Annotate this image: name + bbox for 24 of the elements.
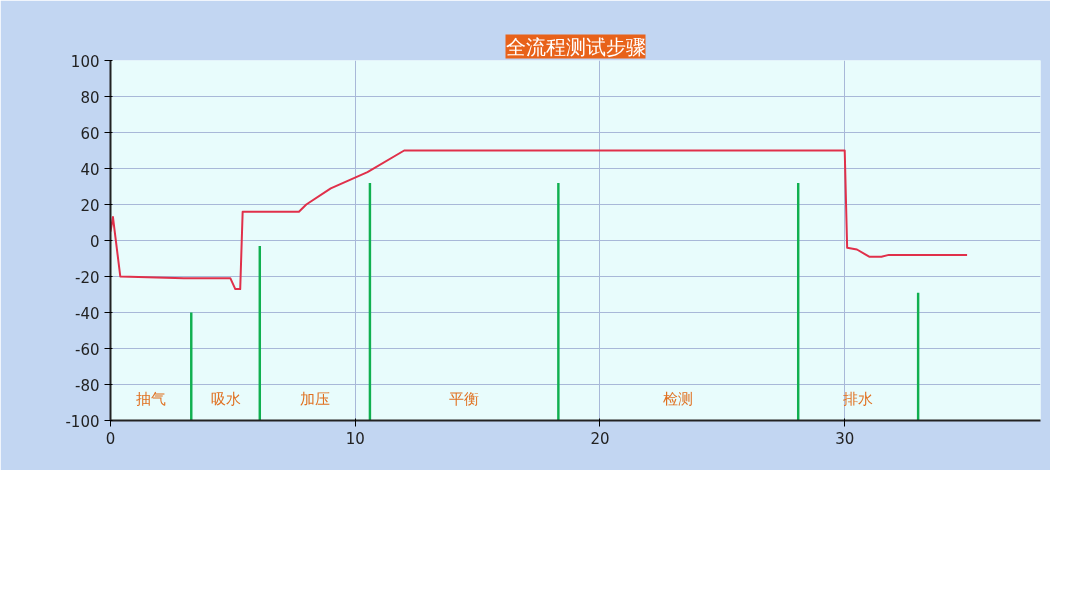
x-tick-label: 20 <box>590 429 610 448</box>
y-tick-label: 40 <box>80 160 100 179</box>
x-tick-label: 30 <box>835 429 855 448</box>
annotation: 加压 <box>299 389 330 408</box>
bar <box>557 182 560 421</box>
x-tick-label: 0 <box>105 429 116 448</box>
y-tick-label: -60 <box>75 340 100 359</box>
y-tick-label: -80 <box>75 376 100 395</box>
y-tick-label: -100 <box>65 412 100 431</box>
line-series <box>110 149 969 291</box>
y-tick-label: -40 <box>75 304 100 323</box>
annotation: 抽气 <box>135 389 166 408</box>
y-tick-label: -20 <box>75 268 100 287</box>
y-tick-label: 20 <box>80 196 100 215</box>
y-tick-label: 0 <box>89 232 100 251</box>
annotation: 排水 <box>843 389 874 408</box>
chart-title: 全流程测试步骤 <box>505 34 646 59</box>
y-tick-label: 60 <box>80 124 100 143</box>
y-tick-label: 80 <box>80 88 100 107</box>
annotation: 平衡 <box>449 389 480 408</box>
annotation: 吸水 <box>210 389 241 408</box>
annotation: 检测 <box>663 389 694 408</box>
y-tick-label: 100 <box>70 52 100 71</box>
x-tick-label: 10 <box>345 429 365 448</box>
